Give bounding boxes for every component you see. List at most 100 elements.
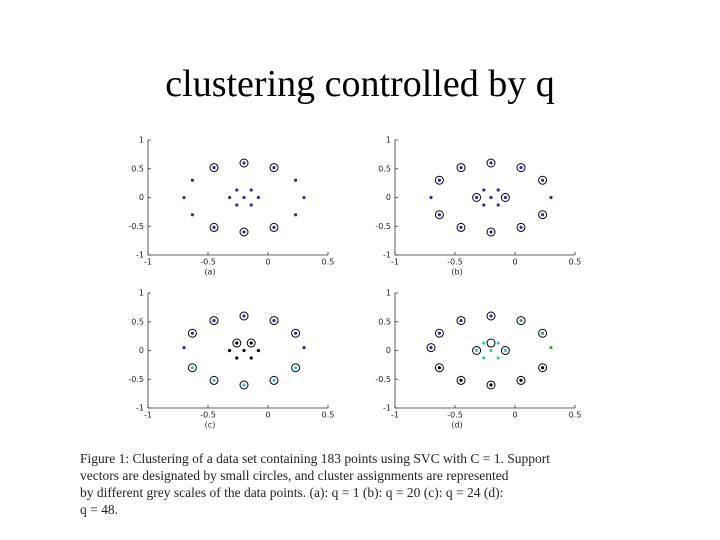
data-point [294,213,298,217]
data-point [489,314,493,318]
caption-line: q = 48. [80,502,118,517]
data-point [235,356,239,360]
data-point [519,378,523,382]
data-point [429,195,433,200]
support-vector [472,346,482,355]
caption-line: by different grey scales of the data poi… [80,485,504,500]
support-vector [239,227,249,237]
data-point [541,213,545,217]
support-vector [486,158,496,168]
data-point [242,161,246,165]
support-vector [486,338,496,348]
data-point [272,225,276,229]
support-vector [269,222,279,232]
data-point [459,166,463,170]
x-tick-label: -1 [144,411,152,420]
x-tick-label: -1 [391,411,399,420]
support-vector [187,363,197,373]
data-point [475,348,479,353]
support-vector [187,328,197,338]
data-point [519,166,523,170]
support-vector [209,375,219,385]
data-point [459,319,463,323]
data-point [496,188,500,192]
support-vector [209,163,219,173]
data-point [437,331,441,335]
data-point [302,195,306,200]
support-vector [516,163,526,173]
support-vector [456,163,466,173]
slide-title: clustering controlled by q [165,63,555,105]
support-vector [456,316,466,326]
data-point [249,188,253,192]
data-point [242,314,246,318]
data-point [459,378,463,382]
data-point [489,348,493,353]
x-tick-label: 0.5 [569,411,582,420]
data-point [235,341,239,345]
data-point [429,346,433,350]
support-vector [486,380,496,390]
data-point [541,366,545,370]
data-point [256,195,260,200]
support-vector [538,210,548,220]
data-point [503,348,507,353]
data-point [294,178,298,182]
data-point [235,188,239,192]
y-tick-label: -0.5 [375,222,391,231]
data-point [182,195,186,200]
data-point [437,213,441,217]
data-point [272,319,276,323]
x-tick-label: 0 [265,258,270,267]
x-tick-label: -1 [144,258,152,267]
data-point [212,166,216,170]
support-vector [500,193,510,202]
data-point [272,378,276,382]
data-point [228,348,232,353]
data-point [302,346,306,350]
support-vector [246,338,256,348]
data-point [482,341,486,345]
x-tick-label: -0.5 [200,258,216,267]
support-vector [516,222,526,232]
x-tick-label: -0.5 [447,411,463,420]
support-vector [538,175,548,185]
support-vector [209,222,219,232]
x-tick-label: -0.5 [447,258,463,267]
x-tick-label: -0.5 [200,411,216,420]
data-point [496,341,500,345]
y-tick-label: -1 [136,251,144,260]
support-vector [434,175,444,185]
support-vector [239,158,249,168]
support-vector [434,363,444,373]
data-point [256,348,260,353]
data-point [294,366,298,370]
data-point [190,213,194,217]
y-tick-label: 1 [386,136,391,145]
support-vector [456,222,466,232]
caption-line: vectors are designated by small circles,… [80,468,509,483]
x-tick-label: 0 [512,411,517,420]
data-point [519,319,523,323]
data-point [482,188,486,192]
y-tick-label: 0 [386,193,391,202]
y-tick-label: -1 [136,404,144,413]
y-tick-label: 0.5 [378,164,391,173]
y-tick-label: 0.5 [131,317,144,326]
caption: Figure 1: Clustering of a data set conta… [80,450,650,518]
data-point [249,203,253,207]
data-point [190,178,194,182]
data-point [242,230,246,234]
caption-line: Figure 1: Clustering of a data set conta… [80,451,550,466]
y-tick-label: -1 [383,404,391,413]
data-point [242,195,246,200]
data-point [489,195,493,200]
support-vector [209,316,219,326]
data-point [437,178,441,182]
support-vector [456,375,466,385]
x-tick-label: -1 [391,258,399,267]
data-point [212,378,216,382]
data-point [496,356,500,360]
data-point [294,331,298,335]
data-point [242,348,246,353]
